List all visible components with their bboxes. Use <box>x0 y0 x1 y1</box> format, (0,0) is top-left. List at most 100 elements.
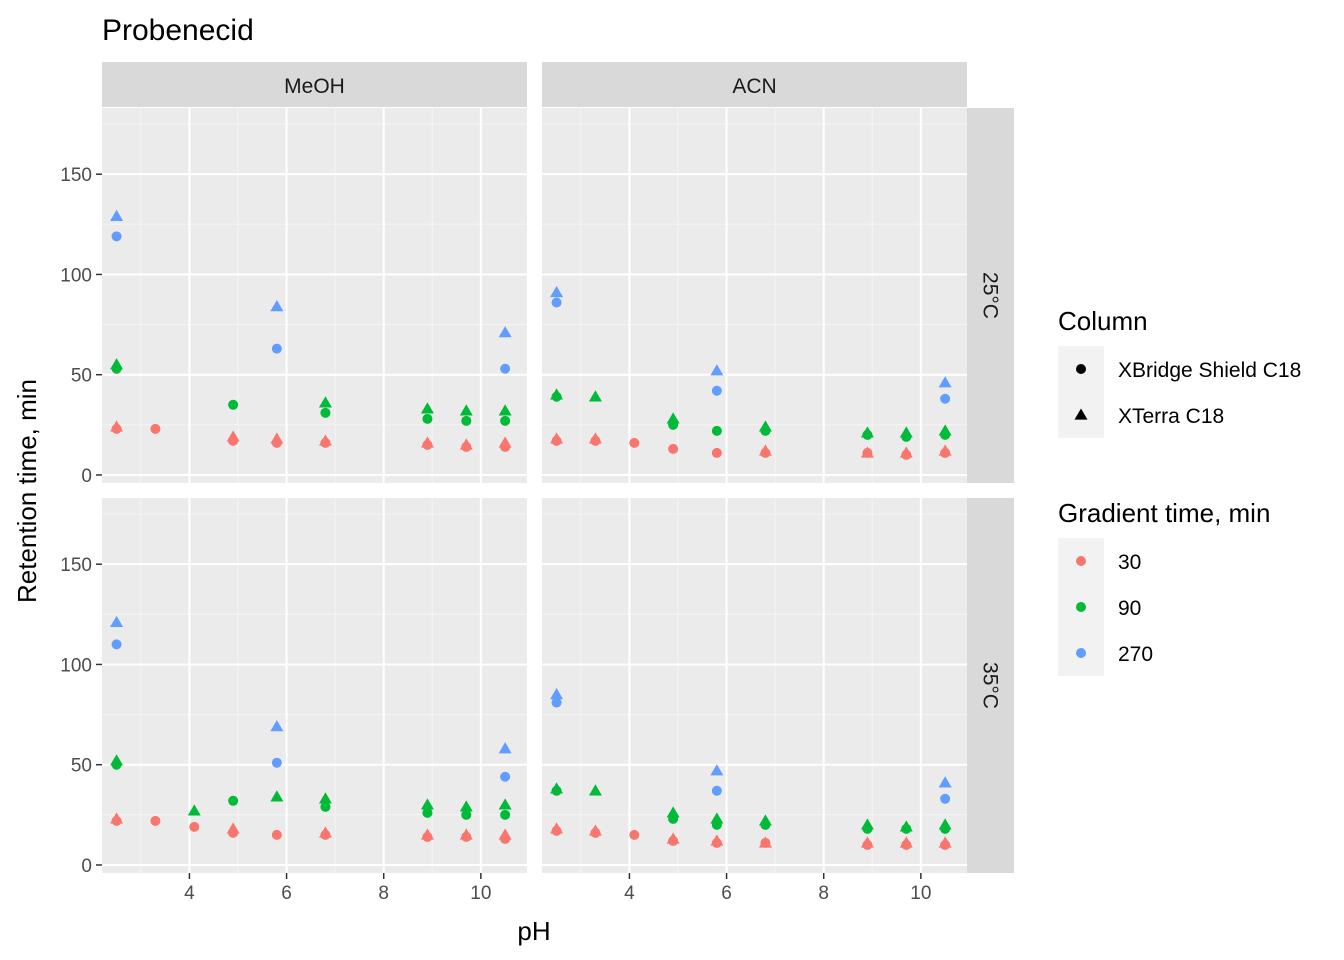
x-tick-label: 6 <box>721 883 732 904</box>
data-point <box>710 364 724 376</box>
data-point <box>711 785 722 796</box>
data-point <box>461 809 472 820</box>
data-point <box>588 784 602 796</box>
facet-strip-row-2: 35°C <box>967 498 1014 873</box>
data-point <box>860 836 874 848</box>
data-point <box>498 326 512 338</box>
data-point <box>711 447 722 458</box>
data-point <box>551 697 562 708</box>
data-point <box>899 446 913 458</box>
data-point <box>899 820 913 832</box>
data-point <box>710 812 724 824</box>
data-point <box>899 836 913 848</box>
data-point <box>498 404 512 416</box>
data-point <box>150 815 161 826</box>
data-point <box>711 425 722 436</box>
data-point <box>551 297 562 308</box>
data-point <box>938 836 952 848</box>
data-point <box>666 806 680 818</box>
data-point <box>550 388 564 400</box>
data-point <box>111 639 122 650</box>
panel-acn-2 <box>542 498 967 873</box>
data-point <box>459 438 473 450</box>
panel-meoh-1 <box>102 108 527 483</box>
data-point <box>459 800 473 812</box>
data-point <box>422 413 433 424</box>
data-point <box>668 443 679 454</box>
data-point <box>860 818 874 830</box>
data-point <box>111 231 122 242</box>
data-point <box>940 393 951 404</box>
data-point <box>110 209 124 221</box>
x-tick-label: 10 <box>910 883 931 904</box>
data-point <box>318 792 332 804</box>
data-point <box>550 782 564 794</box>
data-point <box>189 821 200 832</box>
data-point <box>500 363 511 374</box>
legend-swatch <box>1076 556 1086 566</box>
data-point <box>270 790 284 802</box>
legend-label: XBridge Shield C18 <box>1118 359 1301 382</box>
data-point <box>498 742 512 754</box>
data-point <box>711 385 722 396</box>
panel-acn-1 <box>542 108 967 483</box>
y-tick-label: 50 <box>71 366 92 387</box>
panel-meoh-2 <box>102 498 527 873</box>
data-point <box>271 757 282 768</box>
data-point <box>588 432 602 444</box>
y-tick-label: 100 <box>60 655 92 676</box>
x-tick-label: 8 <box>818 883 829 904</box>
data-point <box>758 814 772 826</box>
data-point <box>461 415 472 426</box>
data-point <box>629 829 640 840</box>
data-point <box>320 407 331 418</box>
data-point <box>938 776 952 788</box>
data-point <box>110 358 124 370</box>
x-tick-label: 8 <box>378 883 389 904</box>
facet-panels: MeOH ACN 25°C 35°C 0 50 100 150 0 50 100 150 4 6 8 10 4 6… <box>60 62 1014 904</box>
data-point <box>588 824 602 836</box>
data-point <box>226 430 240 442</box>
data-point <box>226 822 240 834</box>
data-point <box>758 420 772 432</box>
data-point <box>270 720 284 732</box>
y-tick-label: 150 <box>60 165 92 186</box>
data-point <box>938 444 952 456</box>
legend-label: XTerra C18 <box>1118 405 1224 428</box>
data-point <box>550 432 564 444</box>
data-point <box>110 812 124 824</box>
data-point <box>860 446 874 458</box>
data-point <box>187 804 201 816</box>
data-point <box>270 300 284 312</box>
y-tick-label: 0 <box>81 856 92 877</box>
data-point <box>860 426 874 438</box>
data-point <box>228 399 239 410</box>
data-point <box>318 396 332 408</box>
facet-strip-row-1: 25°C <box>967 108 1014 483</box>
data-point <box>271 829 282 840</box>
data-point <box>422 807 433 818</box>
data-point <box>318 434 332 446</box>
data-point <box>459 404 473 416</box>
chart-title: Probenecid <box>102 14 254 47</box>
legend-label: 90 <box>1118 597 1141 620</box>
panel-background <box>542 498 967 873</box>
data-point <box>550 822 564 834</box>
data-point <box>710 834 724 846</box>
data-point <box>498 828 512 840</box>
data-point <box>420 436 434 448</box>
data-point <box>498 798 512 810</box>
legend-swatch <box>1076 602 1086 612</box>
data-point <box>320 801 331 812</box>
data-point <box>500 771 511 782</box>
legend: Column XBridge Shield C18 XTerra C18 Gradie… <box>1058 306 1301 676</box>
data-point <box>758 836 772 848</box>
data-point <box>938 818 952 830</box>
panel-background <box>102 498 527 873</box>
data-point <box>710 764 724 776</box>
panel-background <box>102 108 527 483</box>
data-point <box>588 390 602 402</box>
legend-swatch <box>1076 648 1086 658</box>
facet-strip-label: ACN <box>732 75 776 98</box>
facet-strip-label: 25°C <box>979 272 1002 319</box>
